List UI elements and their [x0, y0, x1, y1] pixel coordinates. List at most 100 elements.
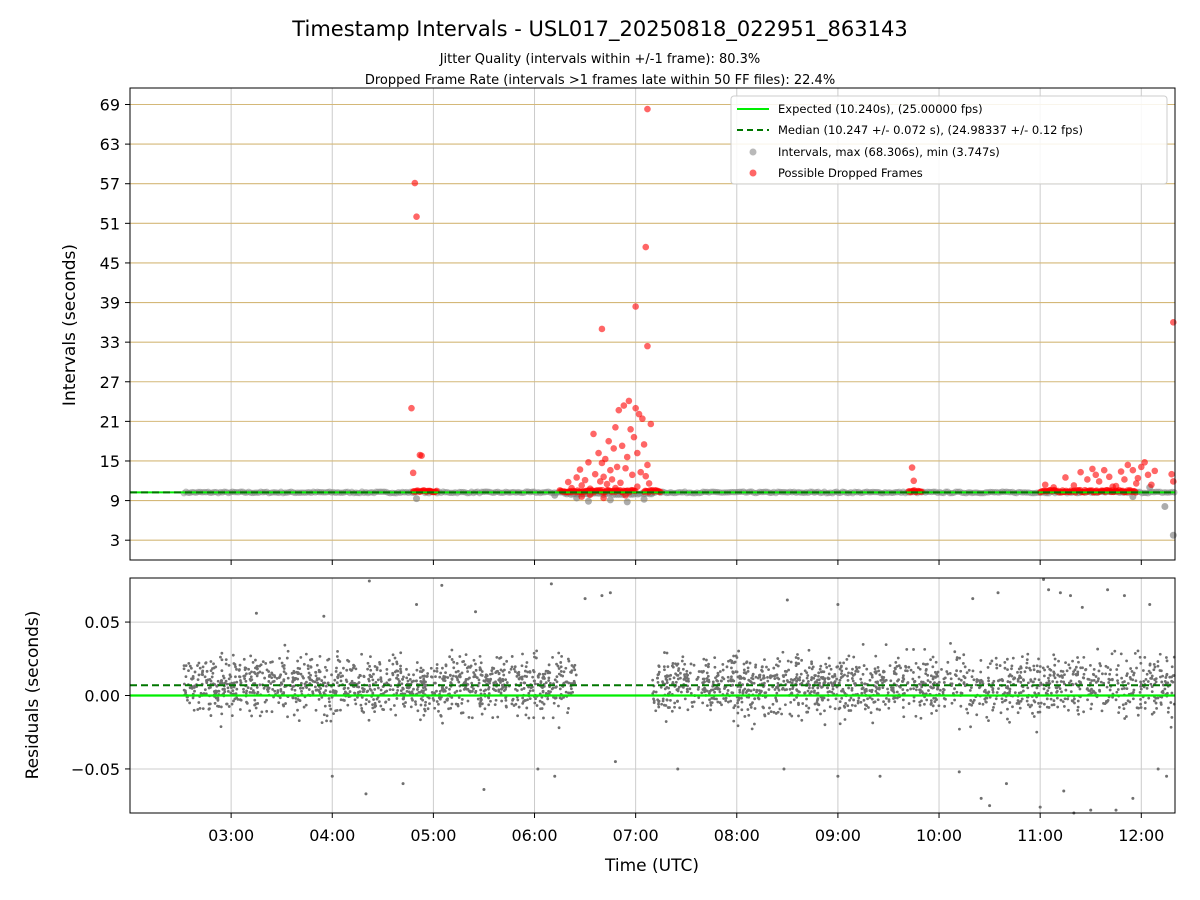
residual-point — [1092, 667, 1096, 671]
residual-point — [1158, 652, 1162, 656]
residual-point — [1038, 705, 1042, 709]
residual-point — [797, 714, 800, 718]
residual-point — [840, 669, 844, 673]
residual-point — [959, 704, 963, 708]
residual-point — [1032, 680, 1035, 684]
residual-point — [538, 699, 542, 703]
residual-point — [256, 671, 260, 675]
residual-point — [736, 675, 740, 679]
top-y-tick-label: 39 — [100, 294, 120, 313]
residual-point — [1065, 669, 1069, 673]
dropped-frame-point — [578, 482, 586, 489]
residual-point — [192, 708, 196, 712]
residual-point — [493, 688, 496, 692]
residual-point — [1037, 692, 1041, 695]
residual-point — [559, 661, 563, 664]
residual-point — [1081, 676, 1085, 679]
dropped-frame-point — [1050, 484, 1057, 491]
residual-point — [435, 666, 439, 670]
residual-point — [913, 680, 917, 683]
residual-point — [772, 666, 776, 670]
residual-point — [955, 656, 959, 659]
x-tick-label: 05:00 — [410, 826, 456, 845]
residual-point — [220, 669, 224, 672]
residual-point — [763, 658, 766, 662]
residual-point — [218, 681, 222, 685]
residual-point — [1042, 702, 1046, 706]
residual-point — [746, 666, 750, 670]
residual-point — [232, 662, 236, 665]
residual-point — [1035, 686, 1039, 690]
dropped-frame-point — [644, 342, 651, 350]
residual-point — [816, 678, 819, 682]
residual-point — [227, 677, 231, 681]
residual-point — [876, 698, 880, 702]
residual-point — [772, 674, 776, 678]
residual-point — [997, 687, 1000, 691]
residual-point — [387, 659, 391, 662]
residual-point — [330, 673, 333, 677]
residual-point — [1042, 674, 1046, 678]
residual-point — [531, 689, 535, 692]
x-tick-label: 07:00 — [613, 826, 659, 845]
residual-point — [450, 678, 454, 681]
residual-point — [399, 667, 402, 671]
residual-point — [1033, 677, 1037, 681]
residual-point — [877, 669, 881, 673]
residual-point — [546, 697, 550, 701]
residual-point — [823, 723, 827, 727]
residual-point — [806, 689, 810, 693]
residual-point — [895, 665, 899, 668]
residual-point — [676, 700, 679, 703]
residual-point — [250, 678, 254, 682]
residual-point — [726, 675, 730, 679]
residual-point — [773, 677, 777, 680]
residual-point — [527, 685, 530, 689]
residual-point — [850, 677, 854, 680]
residual-point — [343, 686, 347, 690]
residual-point — [184, 664, 188, 668]
residual-point — [961, 662, 965, 665]
residual-point — [438, 697, 442, 701]
residual-point — [479, 661, 483, 665]
residual-point — [874, 670, 878, 673]
residual-point — [222, 676, 226, 680]
residual-point — [716, 700, 720, 704]
residual-point — [282, 670, 286, 674]
residual-point — [304, 703, 308, 707]
residual-point — [532, 716, 536, 720]
residual-point — [856, 699, 860, 703]
residual-point — [1147, 696, 1151, 700]
residual-point — [191, 696, 195, 700]
residual-point — [863, 688, 867, 692]
residual-point — [193, 670, 197, 674]
residual-point — [987, 676, 990, 680]
residual-point — [1104, 672, 1108, 676]
dropped-frame-point — [1092, 471, 1100, 479]
residual-point — [253, 691, 256, 695]
residual-point — [216, 679, 220, 683]
residual-point — [1089, 681, 1092, 685]
residual-point — [370, 675, 374, 679]
residual-point — [339, 698, 343, 702]
residual-point — [882, 670, 886, 674]
residual-point — [304, 652, 308, 656]
residual-point — [296, 672, 300, 675]
residual-point — [1123, 717, 1127, 720]
residual-point — [874, 689, 878, 693]
residual-point — [334, 670, 338, 673]
residual-point — [286, 715, 289, 719]
residual-point — [282, 667, 286, 670]
residual-point — [209, 660, 213, 663]
residual-point — [297, 719, 301, 723]
residual-point — [918, 703, 922, 707]
residual-point — [1076, 673, 1080, 677]
residual-point — [399, 651, 403, 655]
residual-point — [979, 796, 983, 800]
residual-point — [464, 680, 467, 683]
residual-point — [420, 689, 424, 693]
dropped-frame-point — [635, 410, 643, 418]
dropped-frame-point — [613, 463, 621, 471]
residual-point — [685, 672, 689, 676]
x-axis-label: Time (UTC) — [604, 856, 699, 876]
